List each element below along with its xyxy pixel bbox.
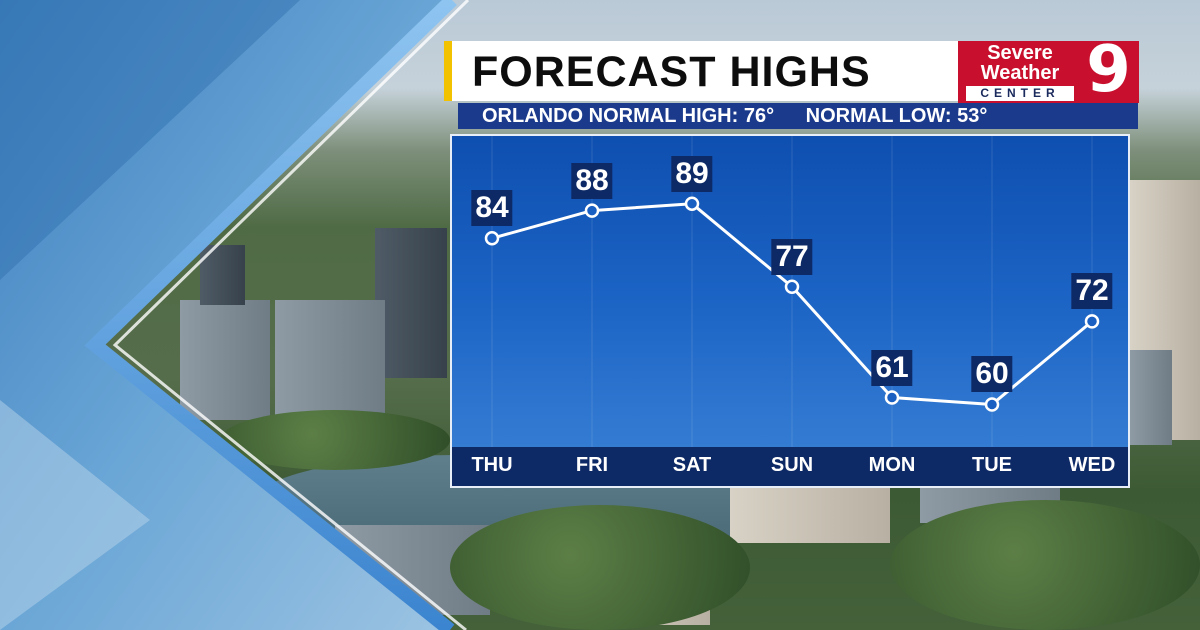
day-label-sun: SUN [770, 454, 814, 476]
day-label-mon: MON [868, 454, 916, 476]
data-point-thu [484, 231, 500, 246]
logo-channel-number: 9 [1086, 33, 1131, 107]
background-building [1130, 350, 1172, 445]
trees [890, 500, 1200, 630]
day-label-tue: TUE [972, 454, 1012, 476]
data-label-tue: 60 [971, 356, 1013, 393]
data-point-tue [984, 397, 1000, 412]
page-title: FORECAST HIGHS [472, 48, 871, 96]
chart-plot [484, 136, 1100, 447]
day-label-wed: WED [1068, 454, 1116, 476]
data-label-thu: 84 [471, 190, 513, 227]
background-building [275, 300, 385, 420]
chevron-decoration [0, 0, 470, 630]
normals-bar: ORLANDO NORMAL HIGH: 76° NORMAL LOW: 53° [458, 103, 1138, 129]
day-label-thu: THU [471, 454, 513, 476]
forecast-chart: 84 88 89 77 61 60 72 THU FRI SAT SUN MON TUE WED [450, 134, 1130, 488]
background-building [730, 488, 890, 543]
data-label-wed: 72 [1071, 273, 1113, 310]
normal-low-text: NORMAL LOW: 53° [805, 105, 988, 127]
data-label-mon: 61 [871, 349, 913, 386]
data-point-fri [584, 203, 600, 218]
severe-weather-center-logo: Severe Weather CENTER 9 [958, 35, 1139, 105]
trees [450, 505, 750, 630]
logo-line2: Weather [980, 62, 1060, 84]
day-label-fri: FRI [575, 454, 609, 476]
day-label-sat: SAT [672, 454, 712, 476]
logo-line1: Severe [987, 42, 1053, 64]
data-label-fri: 88 [571, 162, 613, 199]
background-building [180, 300, 270, 420]
day-axis-bar [452, 447, 1128, 486]
normal-high-text: ORLANDO NORMAL HIGH: 76° [482, 105, 775, 127]
data-label-sun: 77 [771, 238, 813, 275]
data-point-wed [1084, 314, 1100, 329]
data-point-sat [684, 196, 700, 211]
logo-line3: CENTER [966, 86, 1074, 101]
background-building [375, 228, 447, 378]
data-point-sun [784, 279, 800, 295]
data-label-sat: 89 [671, 155, 713, 192]
data-point-mon [884, 390, 900, 405]
